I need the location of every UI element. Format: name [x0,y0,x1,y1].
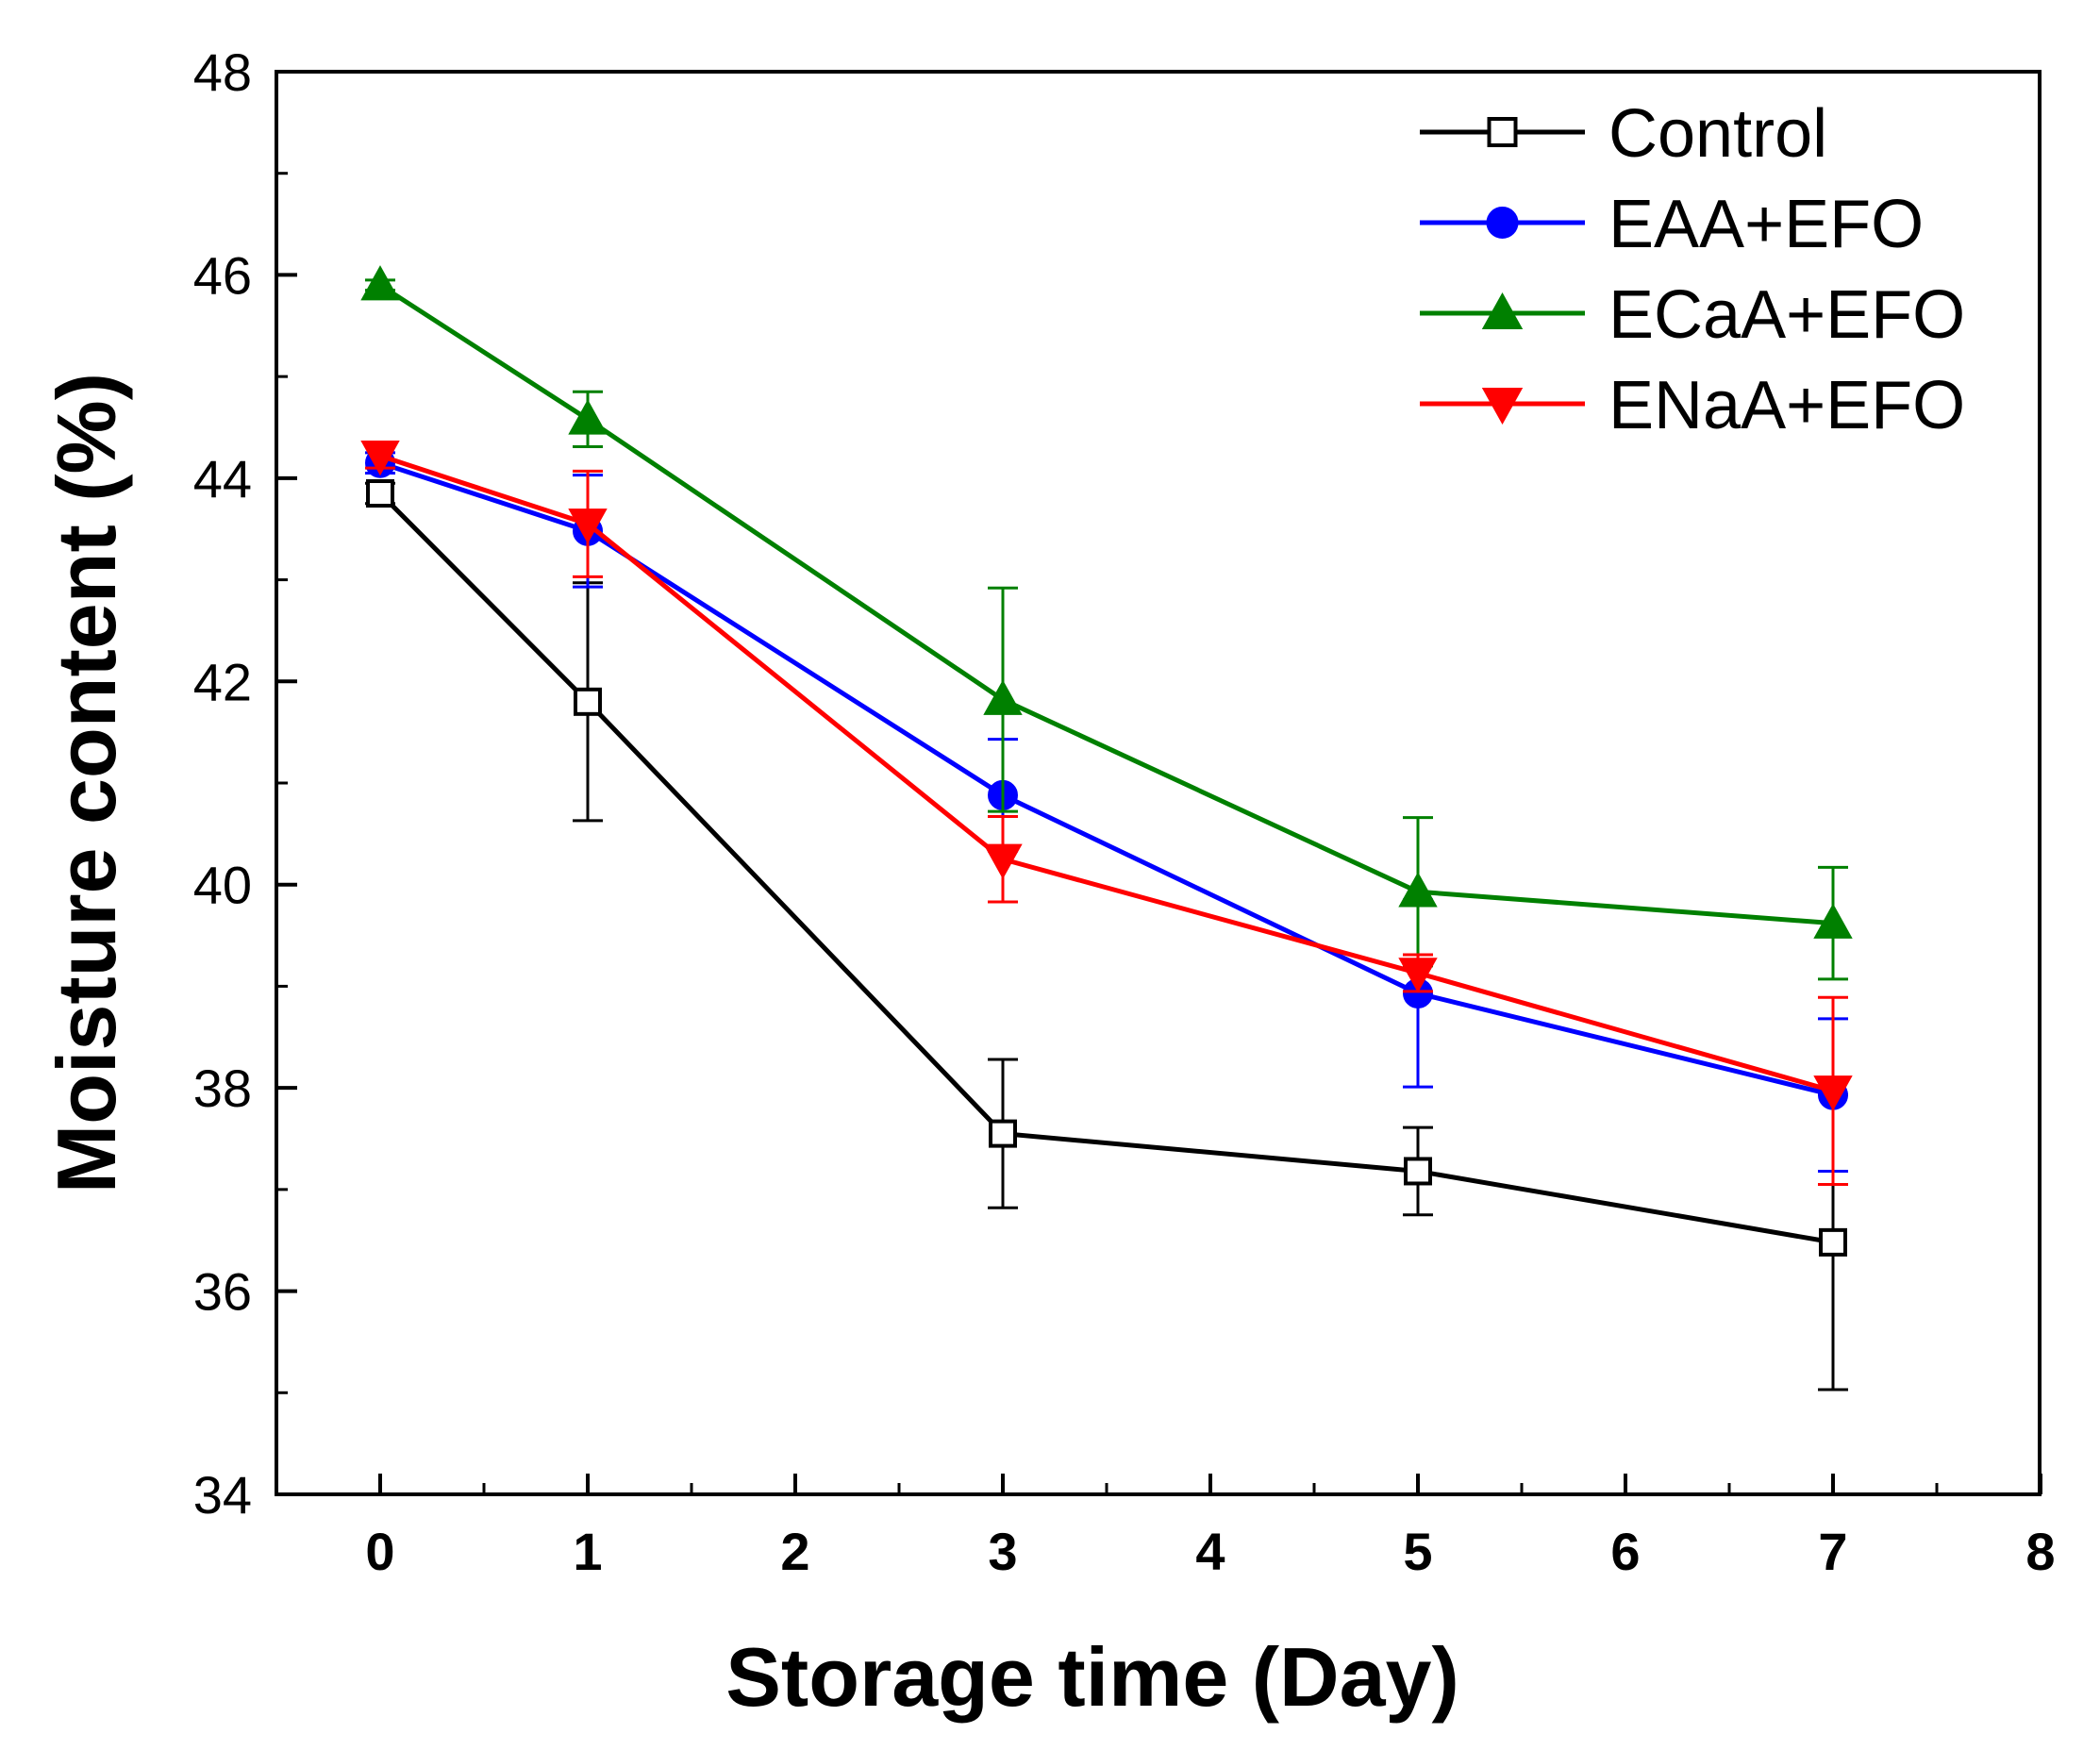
series-control [365,479,1848,1392]
x-tick-label: 7 [1818,1522,1847,1581]
data-point [983,843,1023,879]
y-tick-label: 36 [193,1262,252,1322]
x-tick-label: 2 [780,1522,809,1581]
legend-marker [1486,207,1519,239]
legend-item-eaa-efo: EAA+EFO [1420,187,1924,262]
data-point [983,679,1023,715]
y-axis-title: Moisture content (%) [40,373,133,1193]
y-tick-label: 42 [193,652,252,711]
x-axis-title: Storage time (Day) [725,1630,1459,1724]
x-axis: 0 1 2 3 4 5 6 7 8 [275,1474,2056,1581]
series-line [378,492,1834,1245]
data-point [568,399,608,435]
data-point [1398,958,1438,993]
data-point [366,479,394,508]
legend-label: EAA+EFO [1608,187,1924,262]
x-tick-label: 5 [1403,1522,1432,1581]
x-tick-label: 8 [2025,1522,2055,1581]
series-layer [360,265,1853,1392]
data-point [574,687,602,716]
legend-label: Control [1608,96,1827,172]
y-tick-label: 44 [193,449,252,508]
series-ecaa-efo [360,265,1853,981]
legend-item-ecaa-efo: ECaA+EFO [1420,277,1965,353]
data-point [360,265,400,301]
data-point [1813,1075,1853,1111]
series-line [379,460,1834,1098]
legend-marker [1481,388,1524,425]
y-tick-label: 40 [193,856,252,915]
legend-label: ENaA+EFO [1608,368,1965,443]
data-point [568,508,608,544]
x-tick-label: 1 [573,1522,602,1581]
x-tick-label: 6 [1610,1522,1640,1581]
data-point [360,440,400,476]
data-point [1819,1227,1847,1257]
legend-item-enaa-efo: ENaA+EFO [1420,368,1965,443]
data-point [1404,1157,1432,1186]
legend-label: ECaA+EFO [1608,277,1965,353]
y-tick-label: 46 [193,245,252,305]
legend-marker [1487,117,1518,147]
y-tick-label: 38 [193,1058,252,1118]
y-axis: 34 36 38 40 42 44 46 48 [193,42,297,1525]
y-tick-label: 34 [193,1465,252,1525]
data-point [1398,872,1438,908]
x-tick-label: 0 [365,1522,394,1581]
x-tick-label: 4 [1195,1522,1225,1581]
series-line [379,453,1834,1093]
legend-marker [1481,292,1524,329]
series-enaa-efo [360,440,1853,1186]
x-tick-label: 3 [988,1522,1017,1581]
data-point [1813,903,1853,939]
legend-item-control: Control [1420,96,1827,172]
legend: Control EAA+EFO ECaA+EFO ENaA+EFO [1420,96,1965,443]
data-point [989,1119,1017,1148]
y-tick-label: 48 [193,42,252,102]
